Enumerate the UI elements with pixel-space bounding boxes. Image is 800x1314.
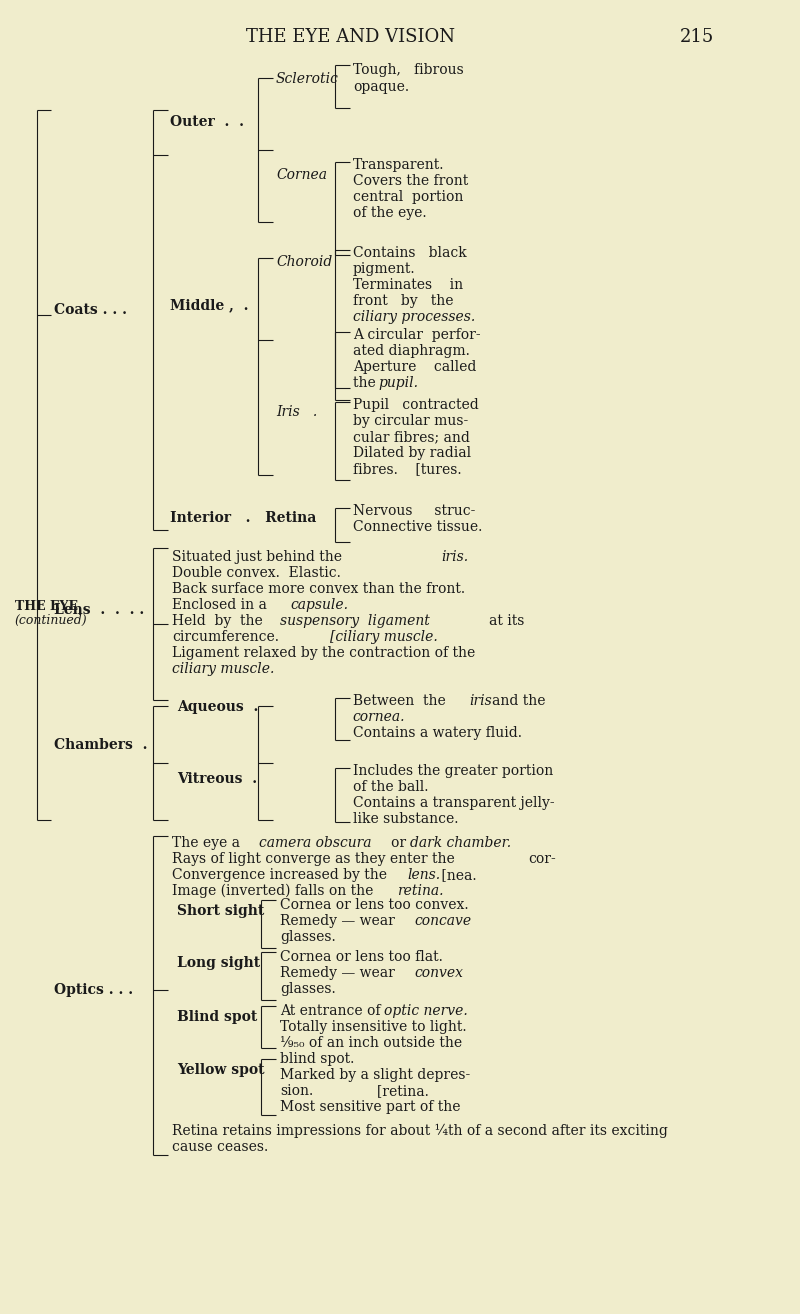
Text: Choroid: Choroid [276,255,332,269]
Text: Optics . . .: Optics . . . [54,983,134,997]
Text: Sclerotic: Sclerotic [276,72,339,85]
Text: and the: and the [492,694,546,708]
Text: ated diaphragm.: ated diaphragm. [353,344,470,357]
Text: optic nerve.: optic nerve. [384,1004,468,1018]
Text: blind spot.: blind spot. [280,1053,354,1066]
Text: Long sight: Long sight [178,957,261,970]
Text: THE EYE: THE EYE [14,600,78,614]
Text: Aqueous  .: Aqueous . [178,700,258,714]
Text: Image (inverted) falls on the: Image (inverted) falls on the [173,884,378,899]
Text: THE EYE AND VISION: THE EYE AND VISION [246,28,455,46]
Text: cornea.: cornea. [353,710,406,724]
Text: Back surface more convex than the front.: Back surface more convex than the front. [173,582,466,597]
Text: [retina.: [retina. [355,1084,429,1099]
Text: Held  by  the: Held by the [173,614,268,628]
Text: Contains a watery fluid.: Contains a watery fluid. [353,727,522,740]
Text: Iris   .: Iris . [276,405,318,419]
Text: Covers the front: Covers the front [353,173,468,188]
Text: Pupil   contracted: Pupil contracted [353,398,478,413]
Text: Cornea or lens too flat.: Cornea or lens too flat. [280,950,442,964]
Text: Between  the: Between the [353,694,450,708]
Text: Includes the greater portion: Includes the greater portion [353,763,553,778]
Text: Chambers  .: Chambers . [54,738,148,752]
Text: or: or [391,836,410,850]
Text: Marked by a slight depres-: Marked by a slight depres- [280,1068,470,1081]
Text: Tough,   fibrous: Tough, fibrous [353,63,464,78]
Text: Short sight: Short sight [178,904,265,918]
Text: Retina retains impressions for about ¼th of a second after its exciting: Retina retains impressions for about ¼th… [173,1123,668,1138]
Text: Double convex.  Elastic.: Double convex. Elastic. [173,566,342,579]
Text: the: the [353,376,380,390]
Text: (continued): (continued) [14,614,87,627]
Text: suspensory  ligament: suspensory ligament [280,614,430,628]
Text: sion.: sion. [280,1084,313,1099]
Text: [ciliary muscle.: [ciliary muscle. [330,629,438,644]
Text: fibres.    [tures.: fibres. [tures. [353,463,462,476]
Text: glasses.: glasses. [280,982,336,996]
Text: Aperture    called: Aperture called [353,360,476,374]
Text: by circular mus-: by circular mus- [353,414,468,428]
Text: cause ceases.: cause ceases. [173,1141,269,1154]
Text: Cornea: Cornea [276,168,327,183]
Text: ciliary muscle.: ciliary muscle. [173,662,275,675]
Text: of the ball.: of the ball. [353,781,428,794]
Text: convex: convex [414,966,463,980]
Text: Lens  .  .  . .: Lens . . . . [54,603,145,618]
Text: Blind spot: Blind spot [178,1010,258,1024]
Text: pupil.: pupil. [378,376,418,390]
Text: capsule.: capsule. [290,598,349,612]
Text: front   by   the: front by the [353,294,454,307]
Text: The eye a: The eye a [173,836,245,850]
Text: iris: iris [469,694,492,708]
Text: [nea.: [nea. [437,869,476,882]
Text: lens.: lens. [407,869,440,882]
Text: Ligament relaxed by the contraction of the: Ligament relaxed by the contraction of t… [173,646,476,660]
Text: central  portion: central portion [353,191,463,204]
Text: Coats . . .: Coats . . . [54,304,127,317]
Text: pigment.: pigment. [353,261,415,276]
Text: of the eye.: of the eye. [353,206,426,219]
Text: Remedy — wear: Remedy — wear [280,966,408,980]
Text: Connective tissue.: Connective tissue. [353,520,482,533]
Text: Interior   .   Retina: Interior . Retina [170,511,316,526]
Text: like substance.: like substance. [353,812,458,827]
Text: Most sensitive part of the: Most sensitive part of the [280,1100,461,1114]
Text: dark chamber.: dark chamber. [410,836,511,850]
Text: Nervous     struc-: Nervous struc- [353,505,475,518]
Text: ciliary processes.: ciliary processes. [353,310,475,325]
Text: iris.: iris. [442,551,469,564]
Text: Transparent.: Transparent. [353,158,444,172]
Text: Outer  .  .: Outer . . [170,116,243,129]
Text: Rays of light converge as they enter the: Rays of light converge as they enter the [173,851,460,866]
Text: opaque.: opaque. [353,80,409,95]
Text: Yellow spot: Yellow spot [178,1063,265,1077]
Text: retina.: retina. [398,884,444,897]
Text: Contains   black: Contains black [353,246,466,260]
Text: at its: at its [489,614,524,628]
Text: circumference.: circumference. [173,629,279,644]
Text: cular fibres; and: cular fibres; and [353,430,470,444]
Text: A circular  perfor-: A circular perfor- [353,328,481,342]
Text: cor-: cor- [528,851,556,866]
Text: 215: 215 [680,28,714,46]
Text: Dilated by radial: Dilated by radial [353,445,471,460]
Text: camera obscura: camera obscura [259,836,372,850]
Text: Contains a transparent jelly-: Contains a transparent jelly- [353,796,554,809]
Text: ⅑₅₀ of an inch outside the: ⅑₅₀ of an inch outside the [280,1035,462,1050]
Text: Vitreous  .: Vitreous . [178,773,258,786]
Text: Enclosed in a: Enclosed in a [173,598,272,612]
Text: Totally insensitive to light.: Totally insensitive to light. [280,1020,466,1034]
Text: Remedy — wear: Remedy — wear [280,915,408,928]
Text: Convergence increased by the: Convergence increased by the [173,869,392,882]
Text: Terminates    in: Terminates in [353,279,463,292]
Text: concave: concave [414,915,471,928]
Text: Situated just behind the: Situated just behind the [173,551,347,564]
Text: At entrance of: At entrance of [280,1004,385,1018]
Text: Middle ,  .: Middle , . [170,298,248,311]
Text: Cornea or lens too convex.: Cornea or lens too convex. [280,897,469,912]
Text: glasses.: glasses. [280,930,336,943]
